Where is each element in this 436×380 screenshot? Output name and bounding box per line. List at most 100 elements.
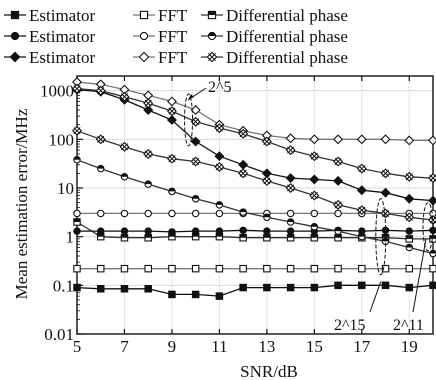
circle-marker xyxy=(215,227,224,235)
annotation-label: 2^11 xyxy=(393,317,424,334)
legend-label: FFT xyxy=(158,27,188,46)
square-marker xyxy=(263,264,271,273)
x-tick-label: 7 xyxy=(120,337,129,356)
series-line xyxy=(76,88,434,202)
x-tick-label: 5 xyxy=(73,337,82,356)
diamond-marker-cross xyxy=(334,201,342,209)
square-marker xyxy=(429,281,436,290)
circle-marker xyxy=(168,209,176,218)
circle-marker-fill xyxy=(334,227,342,232)
diamond-marker xyxy=(285,173,296,184)
legend-swatch xyxy=(4,31,26,41)
circle-marker-fill xyxy=(263,214,271,218)
circle-marker-fill xyxy=(168,188,176,192)
circle-marker xyxy=(405,227,414,235)
diamond-marker-cross xyxy=(310,152,318,160)
x-tick-label: 15 xyxy=(306,337,323,356)
square-marker xyxy=(334,281,342,290)
diamond-marker xyxy=(333,134,344,145)
square-marker xyxy=(120,264,129,273)
diamond-marker-cross xyxy=(263,177,271,185)
diamond-marker-cross xyxy=(239,169,247,177)
square-marker xyxy=(96,285,105,293)
square-marker xyxy=(263,283,271,292)
square-marker xyxy=(215,264,224,273)
diamond-marker xyxy=(143,105,154,115)
circle-marker xyxy=(334,209,342,218)
circle-marker-fill xyxy=(287,218,294,223)
circle-marker-fill xyxy=(145,180,152,185)
square-marker-fill xyxy=(311,234,318,238)
square-marker-fill xyxy=(145,234,152,238)
diamond-marker-cross xyxy=(97,87,105,95)
square-marker-fill xyxy=(73,218,81,223)
circle-marker xyxy=(168,228,176,236)
y-tick-label: 0.1 xyxy=(53,276,74,295)
series-9 xyxy=(72,125,436,225)
square-marker xyxy=(191,264,200,273)
circle-marker xyxy=(96,227,105,235)
circle-marker-fill xyxy=(239,208,247,213)
series-line xyxy=(76,221,433,240)
diamond-marker-cross xyxy=(405,213,413,221)
diamond-marker xyxy=(309,174,320,185)
series-line xyxy=(76,159,434,255)
legend-swatch xyxy=(201,51,223,63)
square-marker-fill xyxy=(216,233,223,237)
annotation-ellipse xyxy=(184,93,194,147)
legend-label: FFT xyxy=(158,48,188,67)
series-4 xyxy=(73,226,436,236)
diamond-marker-cross xyxy=(263,137,271,146)
y-tick-label: 10 xyxy=(57,179,74,198)
y-axis-label: Mean estimation error/MHz xyxy=(12,108,31,299)
series-line xyxy=(76,81,433,142)
square-marker-fill xyxy=(239,234,247,238)
circle-marker xyxy=(96,209,105,218)
diamond-marker-cross xyxy=(334,157,342,166)
diamond-marker-cross xyxy=(429,216,436,224)
circle-marker xyxy=(215,209,224,218)
series-line xyxy=(76,87,434,179)
plot-frame xyxy=(76,75,434,335)
legend-label: Differential phase xyxy=(226,6,348,25)
square-marker xyxy=(215,292,224,300)
circle-marker-fill xyxy=(429,250,436,254)
square-marker-fill xyxy=(121,234,128,238)
square-marker xyxy=(286,264,295,273)
square-marker-fill xyxy=(97,233,104,237)
legend-label: Estimator xyxy=(29,6,95,25)
circle-marker xyxy=(191,227,200,235)
annotation-ellipse xyxy=(375,198,387,276)
annotation-ellipse xyxy=(422,202,434,252)
square-marker xyxy=(168,290,176,299)
square-marker xyxy=(139,10,149,20)
annotation-arrow xyxy=(369,281,382,313)
circle-marker-fill xyxy=(97,165,104,169)
legend-swatch xyxy=(133,31,155,41)
x-tick-label: 19 xyxy=(401,337,418,356)
legend-label: Differential phase xyxy=(226,27,348,46)
square-marker-fill xyxy=(192,233,199,237)
square-marker xyxy=(10,10,20,20)
square-marker-fill xyxy=(429,235,436,239)
diamond-marker-cross xyxy=(287,184,295,192)
square-marker xyxy=(286,283,295,292)
annotation-label: 2^5 xyxy=(208,79,232,96)
square-marker xyxy=(191,290,200,299)
diamond-marker xyxy=(428,135,436,146)
diamond-marker xyxy=(404,135,415,146)
diamond-marker xyxy=(404,193,415,204)
square-marker xyxy=(239,264,247,273)
square-marker xyxy=(310,283,319,292)
square-marker xyxy=(144,264,152,273)
diamond-marker xyxy=(214,151,225,162)
square-marker-fill xyxy=(382,234,389,238)
square-marker xyxy=(168,264,176,273)
y-tick-label: 1000 xyxy=(40,82,74,101)
legend-label: FFT xyxy=(158,6,188,25)
square-marker-fill xyxy=(263,234,271,238)
diamond-marker-cross xyxy=(310,191,318,200)
square-marker xyxy=(310,264,319,273)
diamond-marker-cross xyxy=(208,53,216,61)
diamond-marker xyxy=(285,133,296,144)
